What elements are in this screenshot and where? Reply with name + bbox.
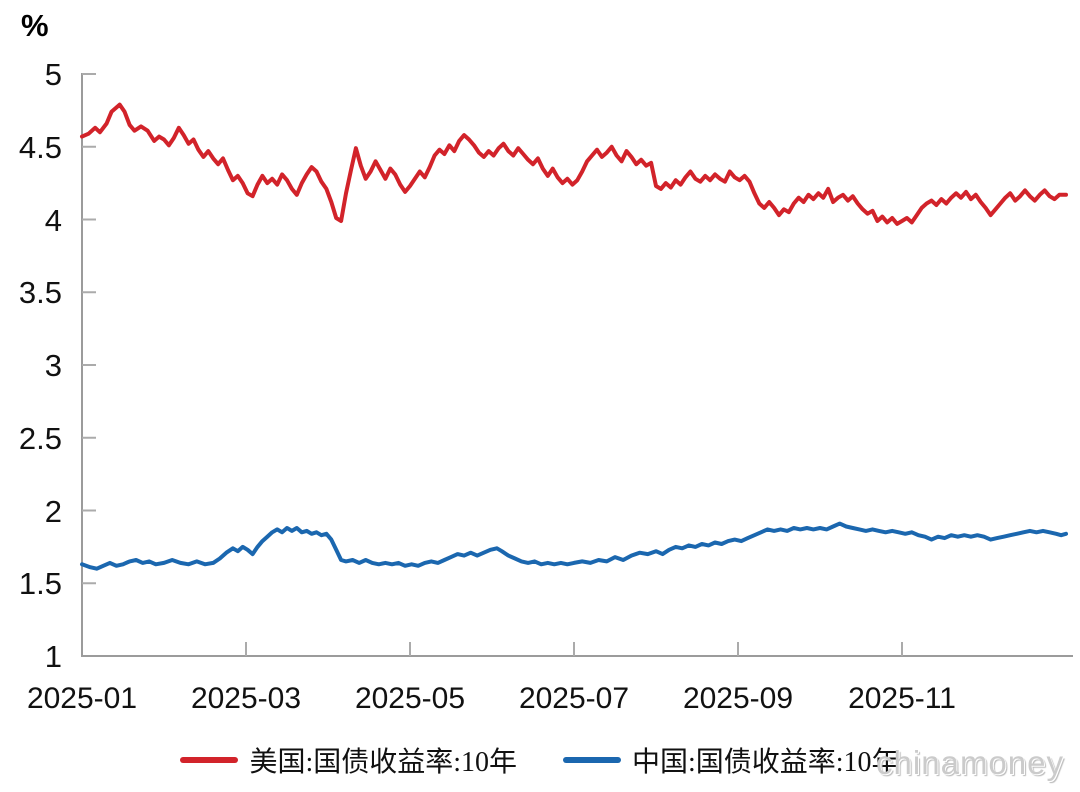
x-tick-label-2025-05: 2025-05 xyxy=(354,682,466,715)
legend-line-us xyxy=(180,757,239,763)
legend: 美国:国债收益率:10年 中国:国债收益率:10年 xyxy=(0,738,1080,782)
y-tick-label-2: 2 xyxy=(44,493,62,529)
series-line-0 xyxy=(80,102,1068,226)
legend-item-us: 美国:国债收益率:10年 xyxy=(180,740,517,780)
y-tick-label-1: 1 xyxy=(44,639,62,674)
x-tick-label-2025-03: 2025-03 xyxy=(190,682,302,715)
y-tick-label-3.5: 3.5 xyxy=(18,275,62,311)
y-tick-label-5: 5 xyxy=(44,57,62,92)
y-tick-label-3: 3 xyxy=(44,348,62,383)
y-tick-label-4: 4 xyxy=(44,202,62,238)
legend-label-us: 美国:国债收益率:10年 xyxy=(249,747,517,778)
x-tick-label-2025-09: 2025-09 xyxy=(682,682,794,715)
x-tick-label-2025-01: 2025-01 xyxy=(26,682,138,715)
series-line-1 xyxy=(80,521,1068,571)
x-tick-label-2025-11: 2025-11 xyxy=(848,682,956,715)
y-axis-unit-label: % xyxy=(21,8,49,43)
legend-label-china: 中国:国债收益率:10年 xyxy=(632,747,900,778)
y-tick-label-2.5: 2.5 xyxy=(18,420,62,456)
x-tick-label-2025-07: 2025-07 xyxy=(518,682,630,715)
legend-item-china: 中国:国债收益率:10年 xyxy=(563,740,900,780)
y-tick-label-1.5: 1.5 xyxy=(18,566,62,602)
y-tick-label-4.5: 4.5 xyxy=(18,129,62,165)
legend-line-china xyxy=(563,757,621,763)
